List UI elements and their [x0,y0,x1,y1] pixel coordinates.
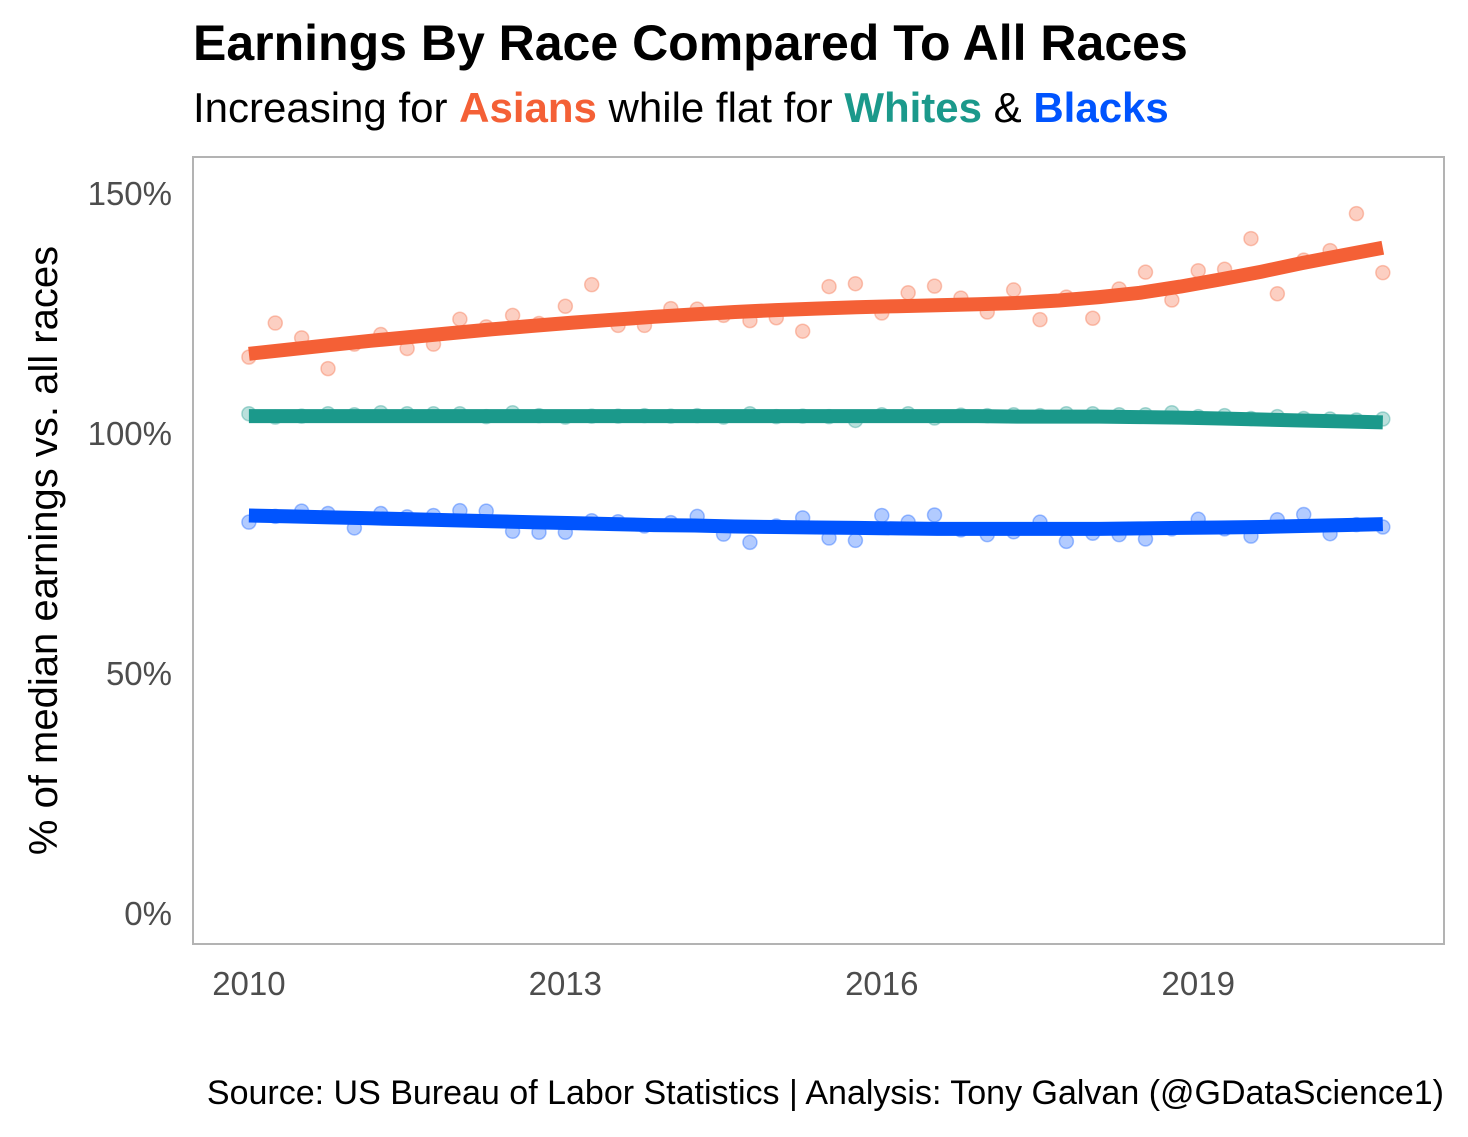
point-asians [1348,205,1365,222]
subtitle-text-3: & [981,84,1034,131]
x-tick-label: 2010 [212,965,285,1002]
point-asians [900,285,916,301]
point-asians [1005,282,1022,298]
y-tick-label: 100% [88,415,172,452]
point-asians [1137,264,1154,280]
chart-subtitle: Increasing for Asians while flat for Whi… [193,84,1169,132]
trend-line-whites [248,409,1383,430]
point-blacks [874,507,890,524]
point-asians [1243,230,1259,247]
point-blacks [926,507,943,523]
point-asians [1084,310,1101,326]
y-tick-label: 0% [124,895,172,932]
point-asians [557,298,574,314]
point-asians [452,311,468,327]
trend-line-asians [248,240,1385,361]
point-asians [821,278,837,295]
source-caption: Source: US Bureau of Labor Statistics | … [206,1074,1444,1112]
plot-panel-border [192,156,1445,945]
subtitle-text-1: Increasing for [193,84,460,131]
x-tick-label: 2019 [1162,965,1235,1002]
point-blacks [1058,533,1075,550]
y-axis-title: % of median earnings vs. all races [22,246,66,855]
subtitle-text-2: while flat for [596,84,845,131]
point-blacks [742,534,758,551]
x-tick-label: 2016 [845,965,918,1002]
point-asians [583,276,600,293]
point-asians [794,323,811,339]
point-asians [926,278,943,294]
subtitle-whites: Whites [844,84,982,131]
point-asians [267,315,284,331]
point-blacks [847,532,864,549]
y-tick-label: 50% [106,655,172,692]
point-asians [847,275,864,292]
point-asians [1032,311,1048,328]
subtitle-asians: Asians [459,84,597,131]
point-asians [1269,286,1286,302]
point-asians [1375,264,1391,281]
y-tick-label: 150% [88,175,172,212]
subtitle-blacks: Blacks [1033,84,1169,131]
x-tick-label: 2013 [529,965,602,1002]
trend-line-blacks [248,508,1383,536]
point-asians [320,360,336,377]
chart-title: Earnings By Race Compared To All Races [193,15,1188,71]
